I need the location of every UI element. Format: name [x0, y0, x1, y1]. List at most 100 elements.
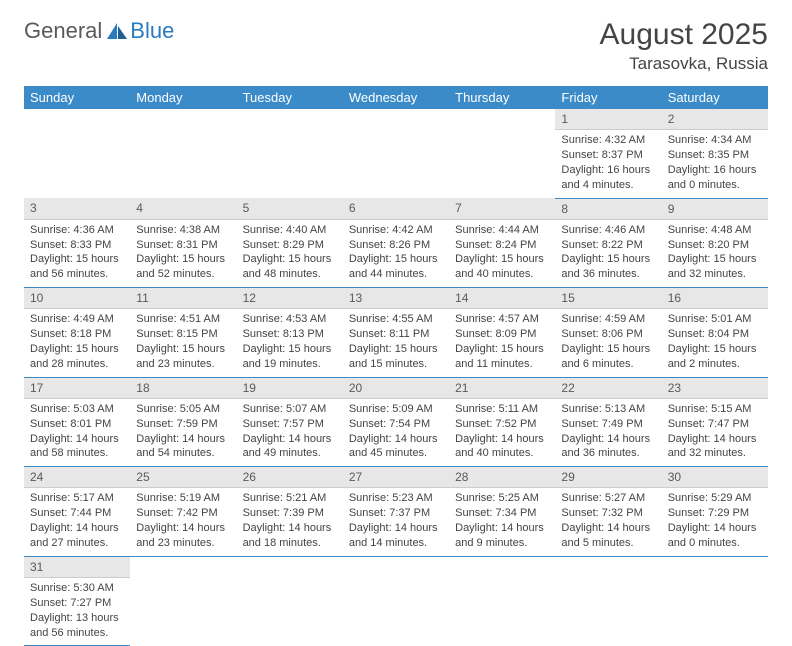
sunset-text: Sunset: 7:34 PM	[455, 506, 549, 521]
daylight-text: Daylight: 15 hours and 40 minutes.	[455, 252, 549, 282]
day-number-cell	[662, 556, 768, 577]
sunrise-text: Sunrise: 4:38 AM	[136, 223, 230, 238]
day-number-cell: 4	[130, 198, 236, 219]
day-number-cell: 28	[449, 467, 555, 488]
sunset-text: Sunset: 8:22 PM	[561, 238, 655, 253]
sunset-text: Sunset: 7:54 PM	[349, 417, 443, 432]
sunset-text: Sunset: 8:37 PM	[561, 148, 655, 163]
detail-row: Sunrise: 4:49 AMSunset: 8:18 PMDaylight:…	[24, 309, 768, 377]
month-title: August 2025	[600, 18, 768, 52]
sunrise-text: Sunrise: 4:44 AM	[455, 223, 549, 238]
day-number-cell	[130, 556, 236, 577]
day-header: Friday	[555, 86, 661, 109]
day-header: Tuesday	[237, 86, 343, 109]
daylight-text: Daylight: 14 hours and 45 minutes.	[349, 432, 443, 462]
detail-row: Sunrise: 5:17 AMSunset: 7:44 PMDaylight:…	[24, 488, 768, 556]
day-number-cell	[343, 556, 449, 577]
day-detail-cell	[237, 130, 343, 198]
day-detail-cell: Sunrise: 4:59 AMSunset: 8:06 PMDaylight:…	[555, 309, 661, 377]
day-number-cell	[449, 109, 555, 130]
day-number-cell	[237, 109, 343, 130]
sunset-text: Sunset: 8:15 PM	[136, 327, 230, 342]
daynum-row: 12	[24, 109, 768, 130]
logo: General Blue	[24, 18, 174, 44]
sunrise-text: Sunrise: 4:55 AM	[349, 312, 443, 327]
day-number-cell: 30	[662, 467, 768, 488]
sunrise-text: Sunrise: 5:30 AM	[30, 581, 124, 596]
sunrise-text: Sunrise: 4:53 AM	[243, 312, 337, 327]
logo-text-2: Blue	[130, 18, 174, 44]
day-number-cell	[555, 556, 661, 577]
day-detail-cell: Sunrise: 5:21 AMSunset: 7:39 PMDaylight:…	[237, 488, 343, 556]
sunset-text: Sunset: 8:13 PM	[243, 327, 337, 342]
sunset-text: Sunset: 7:59 PM	[136, 417, 230, 432]
sunrise-text: Sunrise: 5:11 AM	[455, 402, 549, 417]
sunset-text: Sunset: 8:24 PM	[455, 238, 549, 253]
daylight-text: Daylight: 15 hours and 48 minutes.	[243, 252, 337, 282]
day-number-cell: 24	[24, 467, 130, 488]
sunrise-text: Sunrise: 4:32 AM	[561, 133, 655, 148]
day-detail-cell: Sunrise: 4:32 AMSunset: 8:37 PMDaylight:…	[555, 130, 661, 198]
sunset-text: Sunset: 8:33 PM	[30, 238, 124, 253]
day-detail-cell: Sunrise: 4:57 AMSunset: 8:09 PMDaylight:…	[449, 309, 555, 377]
sunrise-text: Sunrise: 4:42 AM	[349, 223, 443, 238]
sunset-text: Sunset: 8:01 PM	[30, 417, 124, 432]
sunset-text: Sunset: 7:47 PM	[668, 417, 762, 432]
sunset-text: Sunset: 7:32 PM	[561, 506, 655, 521]
day-number-cell: 6	[343, 198, 449, 219]
day-number-cell: 5	[237, 198, 343, 219]
detail-row: Sunrise: 5:03 AMSunset: 8:01 PMDaylight:…	[24, 398, 768, 466]
sunset-text: Sunset: 8:31 PM	[136, 238, 230, 253]
sunrise-text: Sunrise: 4:40 AM	[243, 223, 337, 238]
day-header: Wednesday	[343, 86, 449, 109]
sunrise-text: Sunrise: 5:03 AM	[30, 402, 124, 417]
sunrise-text: Sunrise: 5:01 AM	[668, 312, 762, 327]
day-detail-cell: Sunrise: 5:23 AMSunset: 7:37 PMDaylight:…	[343, 488, 449, 556]
sunrise-text: Sunrise: 5:09 AM	[349, 402, 443, 417]
detail-row: Sunrise: 4:36 AMSunset: 8:33 PMDaylight:…	[24, 219, 768, 287]
daynum-row: 3456789	[24, 198, 768, 219]
sunrise-text: Sunrise: 4:36 AM	[30, 223, 124, 238]
day-detail-cell: Sunrise: 5:19 AMSunset: 7:42 PMDaylight:…	[130, 488, 236, 556]
day-number-cell: 8	[555, 198, 661, 219]
day-detail-cell: Sunrise: 5:07 AMSunset: 7:57 PMDaylight:…	[237, 398, 343, 466]
day-number-cell: 9	[662, 198, 768, 219]
daylight-text: Daylight: 15 hours and 15 minutes.	[349, 342, 443, 372]
day-number-cell: 17	[24, 377, 130, 398]
sunrise-text: Sunrise: 5:23 AM	[349, 491, 443, 506]
day-number-cell	[449, 556, 555, 577]
daylight-text: Daylight: 14 hours and 58 minutes.	[30, 432, 124, 462]
day-detail-cell	[343, 130, 449, 198]
daylight-text: Daylight: 14 hours and 27 minutes.	[30, 521, 124, 551]
daylight-text: Daylight: 15 hours and 32 minutes.	[668, 252, 762, 282]
daylight-text: Daylight: 15 hours and 11 minutes.	[455, 342, 549, 372]
day-detail-cell: Sunrise: 4:46 AMSunset: 8:22 PMDaylight:…	[555, 219, 661, 287]
location: Tarasovka, Russia	[600, 54, 768, 74]
sunset-text: Sunset: 7:57 PM	[243, 417, 337, 432]
sunset-text: Sunset: 8:26 PM	[349, 238, 443, 253]
day-detail-cell: Sunrise: 4:34 AMSunset: 8:35 PMDaylight:…	[662, 130, 768, 198]
day-number-cell	[343, 109, 449, 130]
day-number-cell: 13	[343, 288, 449, 309]
sunrise-text: Sunrise: 4:48 AM	[668, 223, 762, 238]
day-number-cell: 3	[24, 198, 130, 219]
daylight-text: Daylight: 15 hours and 56 minutes.	[30, 252, 124, 282]
sunset-text: Sunset: 8:04 PM	[668, 327, 762, 342]
sunset-text: Sunset: 7:44 PM	[30, 506, 124, 521]
day-number-cell: 26	[237, 467, 343, 488]
sunrise-text: Sunrise: 5:27 AM	[561, 491, 655, 506]
detail-row: Sunrise: 4:32 AMSunset: 8:37 PMDaylight:…	[24, 130, 768, 198]
daylight-text: Daylight: 14 hours and 54 minutes.	[136, 432, 230, 462]
sunrise-text: Sunrise: 4:57 AM	[455, 312, 549, 327]
day-detail-cell: Sunrise: 4:49 AMSunset: 8:18 PMDaylight:…	[24, 309, 130, 377]
day-detail-cell	[24, 130, 130, 198]
day-number-cell: 18	[130, 377, 236, 398]
day-number-cell: 20	[343, 377, 449, 398]
day-number-cell: 25	[130, 467, 236, 488]
day-detail-cell: Sunrise: 4:53 AMSunset: 8:13 PMDaylight:…	[237, 309, 343, 377]
day-header: Saturday	[662, 86, 768, 109]
day-detail-cell	[449, 130, 555, 198]
daylight-text: Daylight: 15 hours and 28 minutes.	[30, 342, 124, 372]
day-detail-cell: Sunrise: 4:48 AMSunset: 8:20 PMDaylight:…	[662, 219, 768, 287]
daylight-text: Daylight: 14 hours and 49 minutes.	[243, 432, 337, 462]
